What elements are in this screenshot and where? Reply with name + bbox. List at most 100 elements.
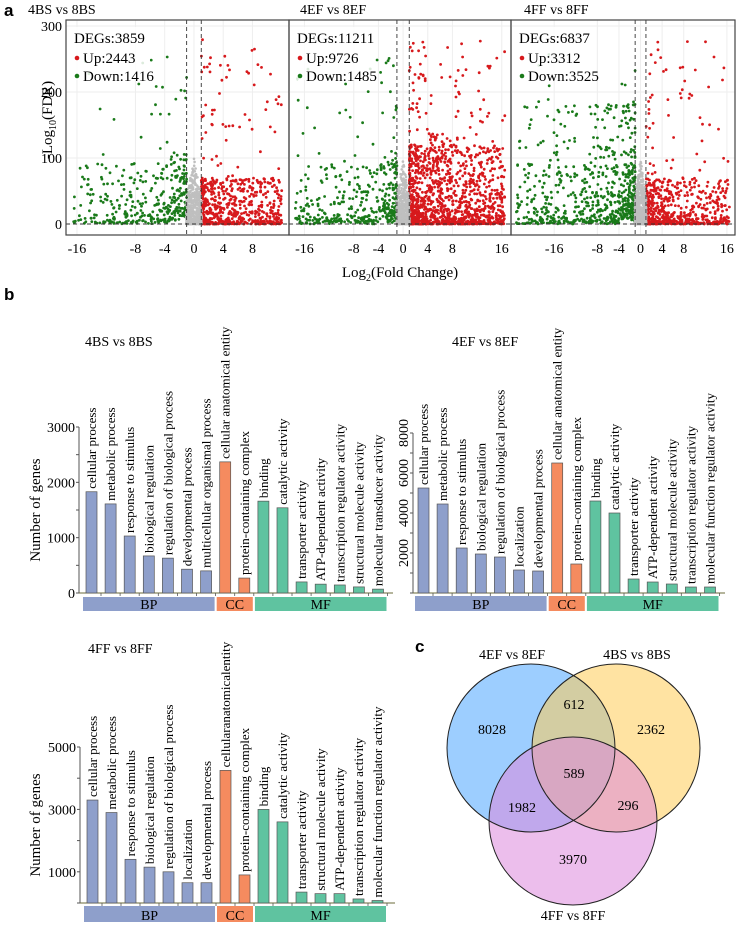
point-down [588,185,592,189]
point-up [502,222,506,226]
point-down [354,195,358,199]
point-up [461,219,465,223]
legend-up: Up:2443 [83,51,136,67]
point-up [246,189,250,193]
point-down [632,184,636,188]
point-down [560,174,563,178]
point-down [375,210,378,214]
point-ns [198,217,201,221]
point-down [628,205,632,209]
point-up [412,179,416,182]
point-down [170,212,174,216]
point-up [209,56,212,60]
legend-bg [70,27,150,80]
point-up [414,169,418,172]
point-up [434,171,438,175]
point-down [525,106,529,109]
point-up [222,207,226,211]
point-down [517,217,520,221]
point-up [500,200,504,204]
point-down [144,196,147,200]
point-up [687,96,691,100]
point-up [252,83,256,87]
point-down [86,177,90,181]
point-up [721,187,724,190]
point-down [536,143,540,147]
point-down [573,104,576,108]
point-up [461,188,465,192]
point-down [558,177,562,181]
point-down [108,171,112,175]
point-up [452,220,455,224]
point-ns [192,219,196,222]
point-up [465,164,468,168]
point-ns [190,183,193,187]
point-down [552,220,556,224]
point-up [265,212,268,216]
point-down [386,220,390,224]
point-up [229,197,233,201]
point-down [343,159,346,163]
point-up [214,207,218,211]
point-up [447,148,450,152]
point-up [454,199,458,203]
point-down [591,207,594,210]
point-up [491,210,495,214]
point-up [437,169,441,173]
point-up [431,166,435,170]
point-up [471,219,474,222]
point-down [621,138,625,142]
point-up [480,160,483,164]
point-up [651,199,654,203]
point-down [154,181,157,185]
point-down [90,199,94,203]
point-down [574,218,577,222]
point-up [413,144,417,148]
point-down [169,163,173,166]
point-down [381,198,384,201]
point-down [363,215,366,219]
point-down [139,215,142,219]
point-up [425,164,429,167]
point-ns [399,172,402,176]
point-up [499,165,503,168]
point-up [414,159,418,163]
point-up [487,210,491,214]
point-up [487,215,490,219]
point-up [440,205,443,209]
point-up [480,171,484,175]
point-down [165,140,169,144]
point-down [391,188,395,192]
point-up [259,150,262,154]
point-down [597,175,601,178]
point-down [552,131,556,135]
point-up [269,208,272,212]
point-down [304,188,308,192]
point-down [384,206,387,209]
point-up [454,194,458,197]
point-down [621,200,625,203]
point-down [347,207,351,211]
point-up [721,189,725,193]
point-up [215,154,218,158]
point-up [432,163,435,167]
point-ns [401,200,404,203]
point-down [305,196,309,200]
point-down [632,117,636,121]
point-down [387,57,391,60]
volcano-title: 4EF vs 8EF [300,3,366,18]
point-ns [397,206,400,210]
point-down [612,170,616,173]
point-down [527,126,531,130]
point-up [219,206,223,210]
point-up [225,187,229,191]
point-down [172,161,176,165]
point-down [170,201,174,205]
point-ns [407,205,410,208]
point-down [599,165,603,169]
point-up [503,195,507,199]
point-up [215,178,219,182]
point-down [617,217,621,221]
